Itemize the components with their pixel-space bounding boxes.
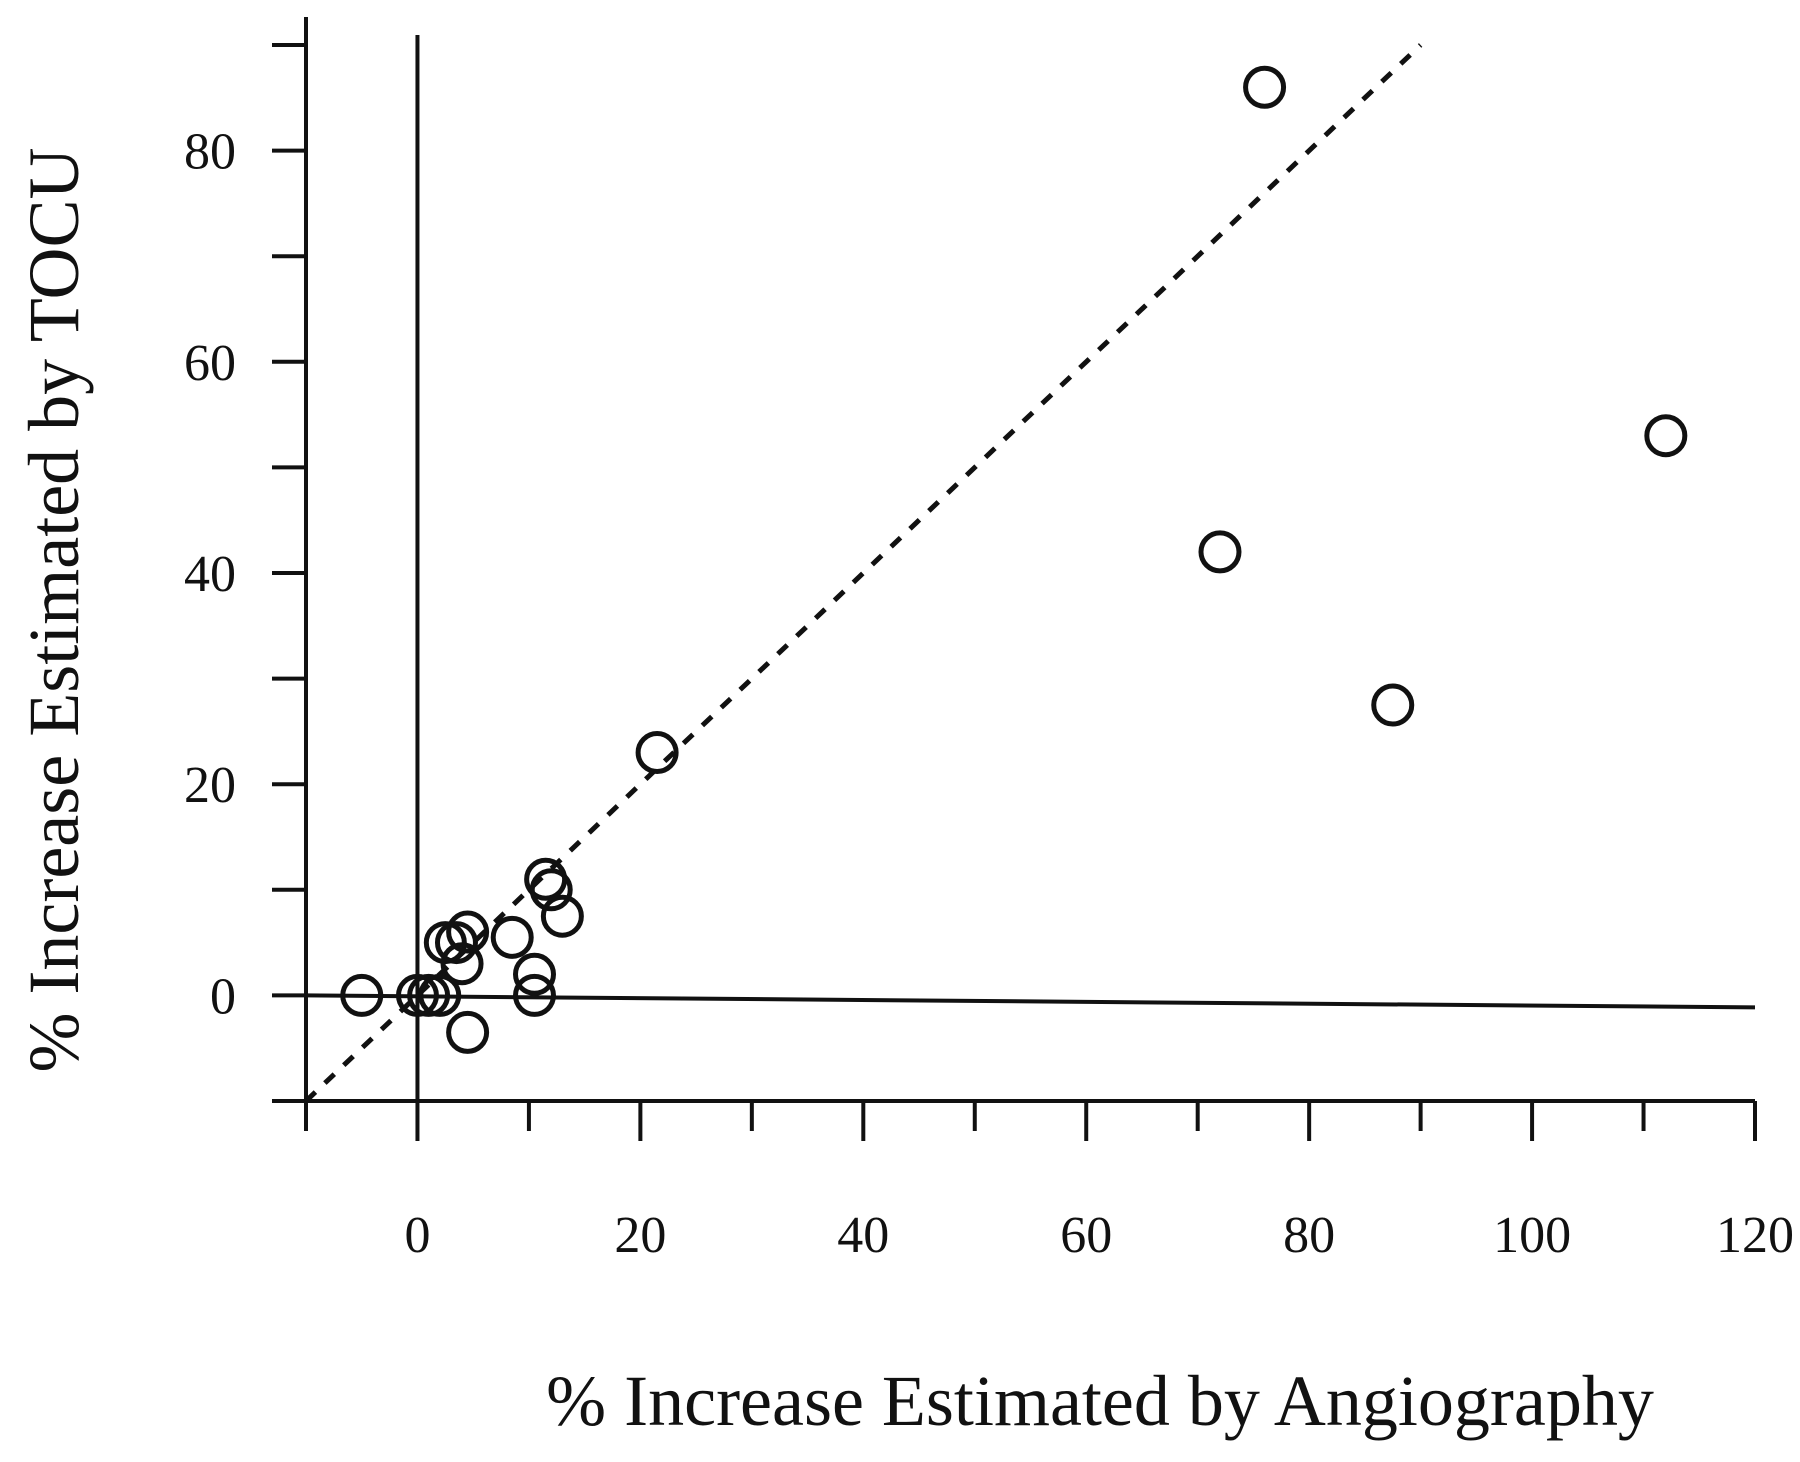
data-point xyxy=(407,973,451,1017)
y-tick-label: 60 xyxy=(184,335,236,392)
x-tick-label: 20 xyxy=(614,1207,666,1264)
x-tick-label: 120 xyxy=(1716,1207,1794,1264)
data-point xyxy=(529,868,573,912)
data-points xyxy=(340,65,1688,1054)
data-point xyxy=(1243,65,1287,109)
data-point xyxy=(512,952,556,996)
x-tick-label: 100 xyxy=(1493,1207,1571,1264)
data-point xyxy=(395,973,439,1017)
data-point xyxy=(446,910,490,954)
data-point xyxy=(418,973,462,1017)
data-point xyxy=(490,915,534,959)
x-tick-label: 60 xyxy=(1060,1207,1112,1264)
data-point xyxy=(340,973,384,1017)
y-tick-label: 80 xyxy=(184,124,236,181)
data-point xyxy=(434,921,478,965)
tick-labels: 0 20 40 60 80 100 120 0 20 40 60 80 xyxy=(184,124,1794,1264)
x-tick-label: 80 xyxy=(1283,1207,1335,1264)
axes xyxy=(272,17,1755,1103)
data-point xyxy=(540,894,584,938)
data-point xyxy=(1644,414,1688,458)
identity-dashed-line xyxy=(304,43,1423,1103)
reference-lines xyxy=(304,35,1756,1103)
zero-horizontal-line xyxy=(305,993,1756,1010)
tick-marks xyxy=(272,43,1757,1141)
data-point xyxy=(512,973,556,1017)
data-point xyxy=(1198,530,1242,574)
x-axis-title: % Increase Estimated by Angiography xyxy=(546,1361,1654,1441)
y-axis-title: % Increase Estimated by TOCU xyxy=(14,147,94,1072)
x-tick-label: 40 xyxy=(837,1207,889,1264)
data-point xyxy=(440,942,484,986)
x-tick-label: 0 xyxy=(404,1207,430,1264)
data-point xyxy=(635,731,679,775)
data-point xyxy=(1371,683,1415,727)
y-tick-label: 20 xyxy=(184,757,236,814)
data-point xyxy=(446,1010,490,1054)
y-tick-label: 0 xyxy=(210,968,236,1025)
y-tick-label: 40 xyxy=(184,546,236,603)
